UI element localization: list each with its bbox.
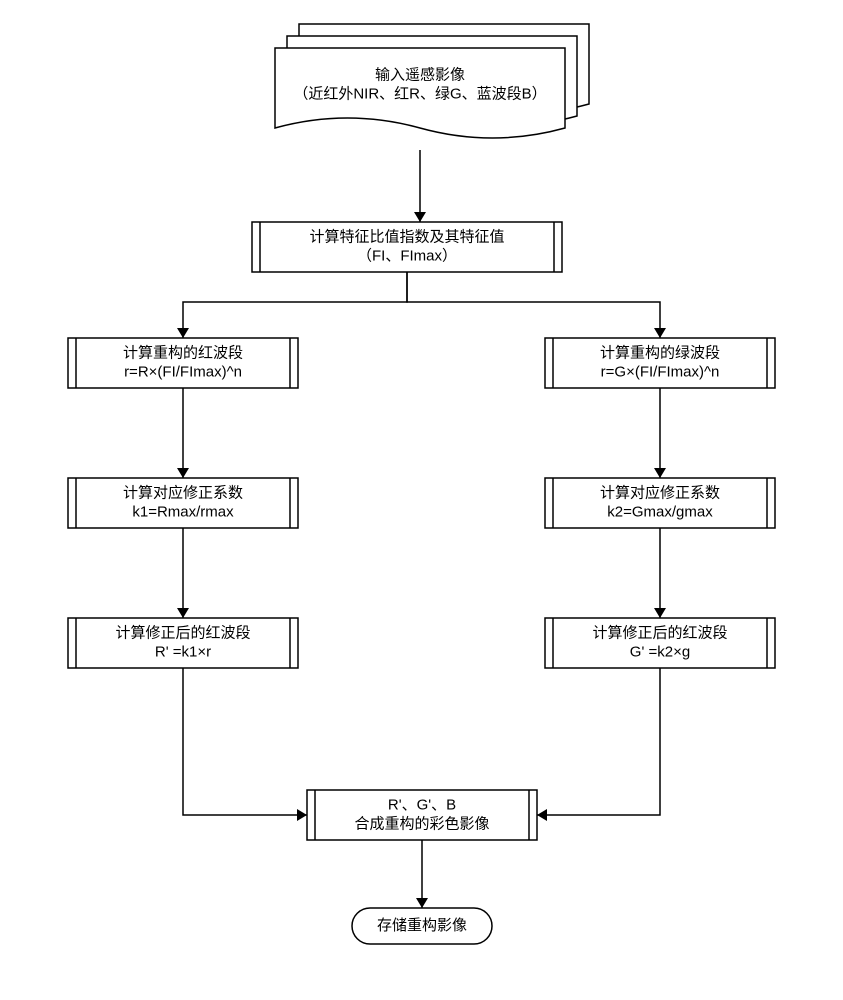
right-gprime-box-label: 计算修正后的红波段 xyxy=(592,623,727,641)
a-right-gp-synth xyxy=(537,668,660,815)
left-r-box-label: r=R×(FI/FImax)^n xyxy=(124,363,242,380)
synth-box: R'、G'、B 合成重构的彩色影像 xyxy=(307,790,537,840)
left-r-box-label: 计算重构的红波段 xyxy=(123,343,243,361)
left-k1-box-label: k1=Rmax/rmax xyxy=(132,503,234,520)
left-rprime-box-label: 计算修正后的红波段 xyxy=(115,623,250,641)
input-label: （近红外NIR、红R、绿G、蓝波段B） xyxy=(293,85,546,102)
left-k1-box: 计算对应修正系数 k1=Rmax/rmax xyxy=(68,478,298,528)
right-k2-box: 计算对应修正系数 k2=Gmax/gmax xyxy=(545,478,775,528)
a-left-rp-synth xyxy=(183,668,307,815)
feature-box-label: （FI、FImax） xyxy=(357,247,457,264)
input-document: 输入遥感影像 （近红外NIR、红R、绿G、蓝波段B） xyxy=(275,24,589,138)
left-rprime-box-label: R' =k1×r xyxy=(155,643,211,660)
right-k2-box-label: 计算对应修正系数 xyxy=(600,483,720,501)
input-label: 输入遥感影像 xyxy=(375,66,465,83)
left-r-box: 计算重构的红波段 r=R×(FI/FImax)^n xyxy=(68,338,298,388)
a-feature-left xyxy=(183,272,407,338)
left-k1-box-label: 计算对应修正系数 xyxy=(123,483,243,501)
synth-box-label: R'、G'、B xyxy=(388,796,456,813)
feature-box-label: 计算特征比值指数及其特征值 xyxy=(309,227,504,245)
right-gprime-box: 计算修正后的红波段 G' =k2×g xyxy=(545,618,775,668)
feature-box: 计算特征比值指数及其特征值 （FI、FImax） xyxy=(252,222,562,272)
right-gprime-box-label: G' =k2×g xyxy=(630,643,690,660)
terminator: 存储重构影像 xyxy=(352,908,492,944)
flowchart-canvas: 输入遥感影像 （近红外NIR、红R、绿G、蓝波段B） 计算特征比值指数及其特征值 （F… xyxy=(0,0,843,1000)
left-rprime-box: 计算修正后的红波段 R' =k1×r xyxy=(68,618,298,668)
terminator-label: 存储重构影像 xyxy=(377,917,467,934)
right-g-box-label: 计算重构的绿波段 xyxy=(600,343,720,361)
right-k2-box-label: k2=Gmax/gmax xyxy=(607,503,713,520)
right-g-box-label: r=G×(FI/FImax)^n xyxy=(601,363,720,380)
a-feature-right xyxy=(407,272,660,338)
right-g-box: 计算重构的绿波段 r=G×(FI/FImax)^n xyxy=(545,338,775,388)
synth-box-label: 合成重构的彩色影像 xyxy=(354,815,489,832)
